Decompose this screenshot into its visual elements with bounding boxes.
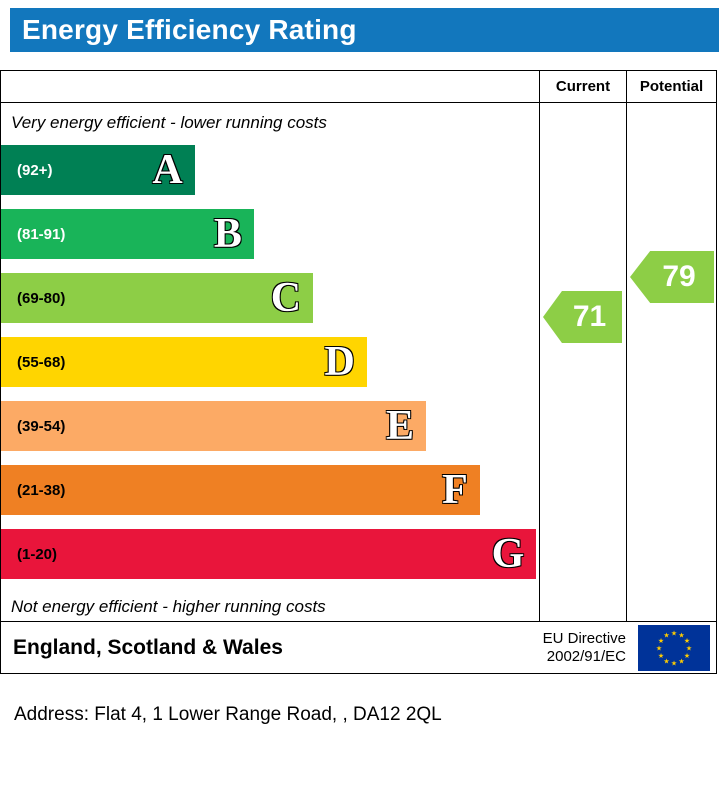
eu-directive-label: EU Directive 2002/91/EC [542,629,626,665]
band-b: (81-91) B [1,209,254,259]
potential-column-header: Potential [626,71,716,103]
chart-header-spacer [1,71,539,103]
band-e: (39-54) E [1,401,427,451]
band-letter: E [386,403,415,449]
current-rating-value: 71 [572,300,607,333]
potential-rating-value: 79 [662,260,696,293]
energy-rating-table: Current Potential Very energy efficient … [0,70,717,674]
band-a: (92+) A [1,145,195,195]
svg-text:★: ★ [686,644,692,652]
svg-text:★: ★ [678,631,684,639]
address-line: Address: Flat 4, 1 Lower Range Road, , D… [14,704,442,725]
band-letter: A [152,147,183,193]
band-letter: F [442,467,468,513]
band-range: (21-38) [17,481,66,499]
current-rating-arrow: 71 [543,291,622,343]
bottom-note: Not energy efficient - higher running co… [11,597,326,616]
band-letter: G [491,531,525,577]
svg-text:★: ★ [658,652,664,660]
svg-text:★: ★ [658,637,664,645]
band-f: (21-38) F [1,465,480,515]
region-label: England, Scotland & Wales [13,635,283,659]
svg-text:★: ★ [663,657,669,665]
band-range: (92+) [17,161,53,179]
potential-rating-column: 79 [626,103,716,621]
title-bar: Energy Efficiency Rating [10,8,719,52]
band-range: (81-91) [17,225,66,243]
rating-bands-chart: Very energy efficient - lower running co… [1,103,539,621]
table-footer: England, Scotland & Wales EU Directive 2… [1,621,716,673]
svg-text:★: ★ [684,637,690,645]
potential-rating-arrow: 79 [630,251,714,303]
svg-text:★: ★ [663,631,669,639]
band-letter: C [270,275,302,321]
current-rating-column: 71 [539,103,626,621]
band-g: (1-20) G [1,529,537,579]
svg-text:★: ★ [678,657,684,665]
band-range: (39-54) [17,417,66,435]
band-d: (55-68) D [1,337,367,387]
svg-text:★: ★ [671,629,677,637]
svg-text:★: ★ [684,652,690,660]
band-range: (55-68) [17,353,66,371]
eu-flag-icon: ★ ★ ★ ★ ★ ★ ★ ★ ★ ★ ★ ★ [638,624,710,671]
band-c: (69-80) C [1,273,314,323]
band-range: (1-20) [17,545,58,563]
top-note: Very energy efficient - lower running co… [11,113,327,132]
band-letter: D [324,339,355,385]
band-range: (69-80) [17,289,66,307]
svg-text:★: ★ [671,659,677,667]
svg-text:★: ★ [656,644,662,652]
page-title: Energy Efficiency Rating [22,14,357,45]
current-column-header: Current [539,71,626,103]
band-letter: B [213,211,242,257]
